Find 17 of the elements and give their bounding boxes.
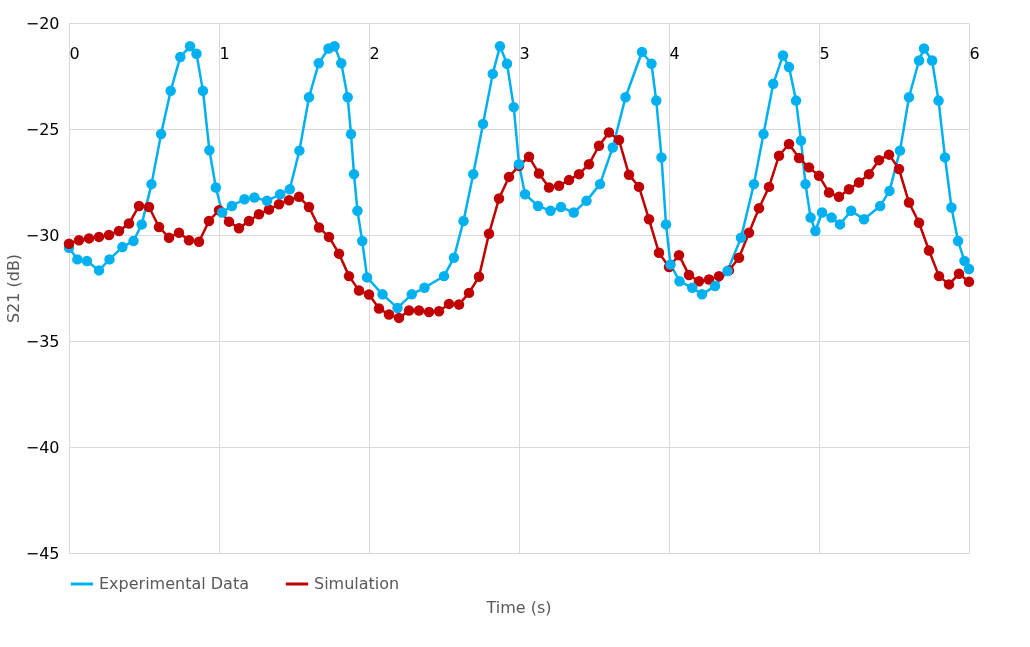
legend-label: Simulation xyxy=(314,574,400,593)
x-tick-label: 6 xyxy=(969,43,980,63)
legend-label: Experimental Data xyxy=(99,574,249,593)
x-tick-label: 2 xyxy=(369,43,380,63)
x-tick-label: 0 xyxy=(69,43,80,63)
y-tick-label: −40 xyxy=(25,437,60,457)
x-tick-label: 3 xyxy=(519,43,530,63)
y-tick-label: −45 xyxy=(25,543,60,563)
x-axis-title: Time (s) xyxy=(485,598,552,617)
y-tick-label: −30 xyxy=(25,225,60,245)
x-tick-label: 1 xyxy=(219,43,230,63)
y-tick-label: −25 xyxy=(25,119,60,139)
x-tick-label: 5 xyxy=(819,43,830,63)
y-tick-label: −35 xyxy=(25,331,60,351)
y-axis-title: S21 (dB) xyxy=(3,253,23,324)
y-tick-label: −20 xyxy=(25,13,60,33)
x-tick-label: 4 xyxy=(669,43,680,63)
